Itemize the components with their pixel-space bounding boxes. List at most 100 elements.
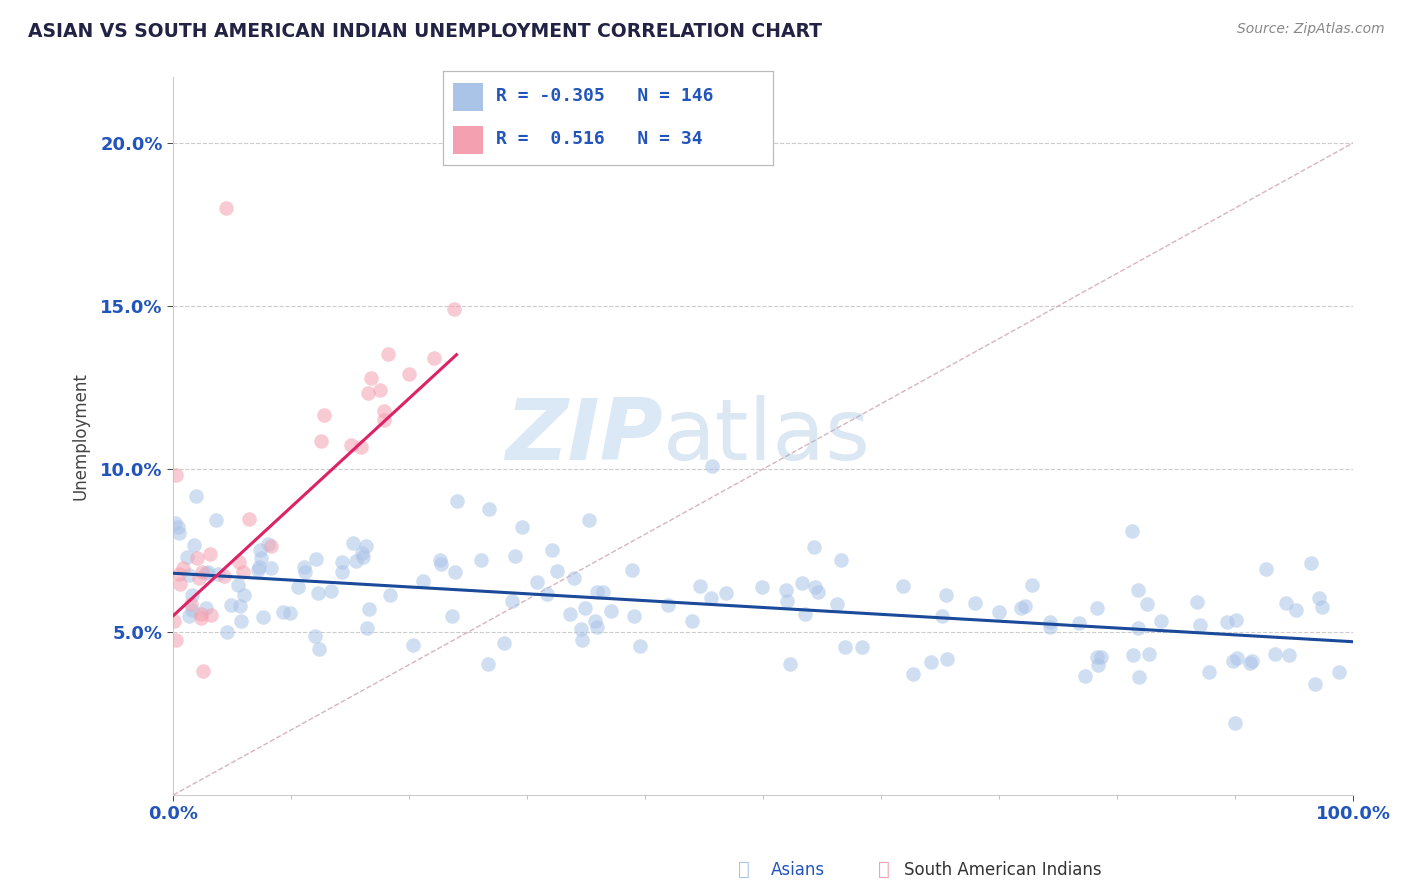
- Point: [308, 586, 330, 600]
- Point: [212, 568, 235, 582]
- Point: [423, 351, 446, 365]
- Point: [184, 489, 207, 503]
- FancyBboxPatch shape: [453, 126, 482, 153]
- Point: [920, 655, 942, 669]
- Point: [1303, 677, 1326, 691]
- Point: [249, 550, 271, 565]
- Point: [1090, 649, 1112, 664]
- Text: Asians: Asians: [770, 861, 824, 879]
- Point: [181, 603, 204, 617]
- Point: [503, 549, 526, 563]
- Point: [931, 608, 953, 623]
- Point: [1225, 716, 1247, 731]
- Point: [377, 347, 399, 361]
- Point: [304, 629, 326, 643]
- Point: [181, 588, 204, 602]
- Point: [1301, 556, 1323, 570]
- Point: [988, 605, 1011, 619]
- Point: [546, 564, 568, 578]
- Point: [470, 553, 492, 567]
- Point: [198, 547, 221, 561]
- Point: [309, 434, 332, 449]
- Point: [623, 609, 645, 624]
- Point: [526, 575, 548, 590]
- Point: [352, 547, 374, 561]
- Point: [169, 577, 191, 591]
- Text: ⬜: ⬜: [879, 860, 890, 880]
- Point: [1074, 668, 1097, 682]
- Point: [232, 588, 254, 602]
- Point: [180, 597, 202, 611]
- Point: [1150, 614, 1173, 628]
- Point: [443, 301, 465, 316]
- Point: [1239, 657, 1261, 671]
- Point: [219, 598, 242, 612]
- Point: [512, 519, 534, 533]
- Point: [1240, 655, 1263, 669]
- Point: [231, 615, 253, 629]
- Text: Source: ZipAtlas.com: Source: ZipAtlas.com: [1237, 22, 1385, 37]
- Point: [1327, 665, 1350, 679]
- Point: [402, 638, 425, 652]
- Point: [540, 542, 562, 557]
- Point: [287, 580, 309, 594]
- Point: [792, 575, 814, 590]
- Point: [1308, 591, 1330, 606]
- Point: [215, 201, 238, 215]
- Point: [851, 640, 873, 654]
- Point: [167, 525, 190, 540]
- Point: [936, 652, 959, 666]
- Point: [681, 614, 703, 628]
- Point: [440, 609, 463, 624]
- Point: [592, 585, 614, 599]
- Point: [249, 542, 271, 557]
- Point: [228, 555, 250, 569]
- Point: [183, 538, 205, 552]
- Point: [1254, 561, 1277, 575]
- Text: South American Indians: South American Indians: [904, 861, 1102, 879]
- Point: [232, 565, 254, 579]
- Point: [278, 606, 301, 620]
- Point: [628, 639, 651, 653]
- Point: [215, 625, 238, 640]
- Point: [558, 607, 581, 621]
- Point: [776, 593, 799, 607]
- Point: [166, 519, 188, 533]
- Point: [398, 367, 420, 381]
- Point: [340, 437, 363, 451]
- Point: [1039, 620, 1062, 634]
- Point: [657, 598, 679, 612]
- Point: [700, 459, 723, 474]
- Point: [352, 550, 374, 565]
- Text: ZIP: ZIP: [505, 395, 664, 478]
- Point: [294, 565, 316, 579]
- Point: [536, 587, 558, 601]
- Point: [165, 516, 187, 530]
- Point: [1135, 597, 1157, 611]
- Point: [330, 566, 353, 580]
- Point: [494, 636, 516, 650]
- Point: [190, 607, 212, 621]
- Y-axis label: Unemployment: Unemployment: [72, 372, 89, 500]
- Point: [356, 539, 378, 553]
- Point: [574, 601, 596, 615]
- Point: [689, 579, 711, 593]
- Point: [179, 609, 201, 624]
- Point: [751, 580, 773, 594]
- Point: [360, 371, 382, 385]
- Point: [194, 566, 217, 580]
- Point: [621, 563, 644, 577]
- Point: [1085, 650, 1108, 665]
- Point: [305, 552, 328, 566]
- Point: [430, 558, 453, 572]
- Point: [330, 555, 353, 569]
- Point: [569, 622, 592, 636]
- Point: [271, 605, 294, 619]
- Point: [1039, 615, 1062, 629]
- Point: [477, 657, 499, 672]
- Point: [1198, 665, 1220, 679]
- Point: [599, 604, 621, 618]
- Point: [1069, 615, 1091, 630]
- Point: [238, 512, 260, 526]
- Point: [200, 607, 222, 622]
